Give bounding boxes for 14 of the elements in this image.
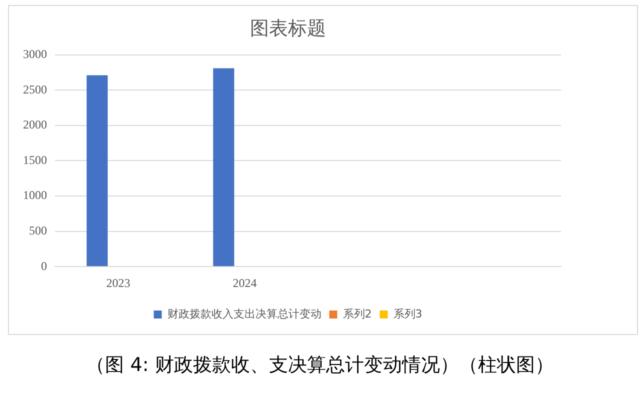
- y-tick-label: 2500: [23, 82, 47, 96]
- x-tick-label: 2023: [106, 276, 130, 290]
- y-tick-label: 0: [41, 258, 47, 273]
- legend-label: 财政拨款收入支出决算总计变动: [167, 307, 322, 320]
- chart-title: 图表标题: [250, 17, 326, 40]
- y-tick-label: 2000: [23, 118, 47, 132]
- y-tick-label: 1500: [23, 152, 47, 167]
- y-tick-label: 1000: [23, 188, 47, 202]
- y-tick-label: 500: [29, 223, 47, 238]
- x-tick-label: 2024: [232, 276, 257, 290]
- legend-label: 系列3: [393, 307, 422, 320]
- legend-label: 系列2: [342, 307, 372, 320]
- text: （图 4: 财政拨款收、支决算总计变动情况）（柱状图）: [85, 353, 555, 378]
- y-tick-label: 3000: [23, 46, 47, 61]
